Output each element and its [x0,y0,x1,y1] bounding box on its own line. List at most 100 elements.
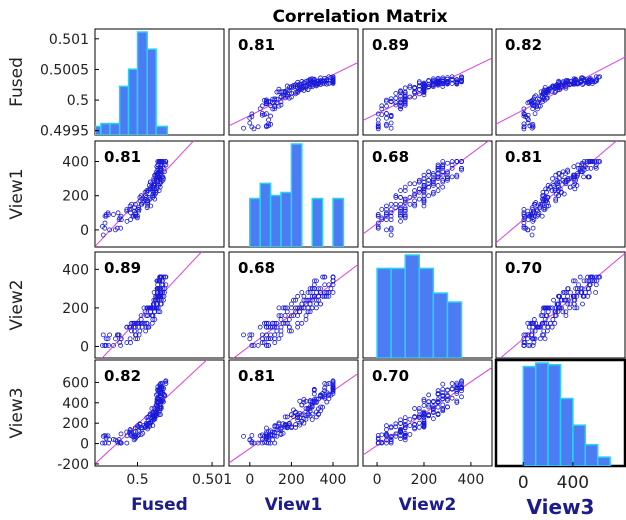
panel-view3-vs-view3 [494,358,626,468]
panel-view1-vs-view1 [228,140,359,248]
data-point-89 [545,200,550,205]
data-point-119 [527,343,533,348]
data-point-95 [135,336,140,342]
data-point-153 [541,328,547,334]
data-point-63 [241,125,246,131]
data-point-116 [402,85,408,91]
data-point-97 [375,121,381,127]
data-point-103 [553,305,559,311]
panel-frame [228,28,359,136]
data-point-124 [592,278,598,284]
y-tick-label-view1: 400 [62,155,89,171]
data-point-155 [255,440,261,446]
data-point-159 [430,179,436,185]
data-point-155 [102,220,108,226]
data-point-144 [545,186,551,192]
data-point-36 [132,201,138,207]
data-point-20 [563,181,569,187]
data-point-145 [151,301,157,307]
data-point-73 [388,213,394,219]
data-point-16 [152,317,158,322]
data-point-81 [454,172,460,178]
data-point-136 [322,274,328,280]
data-point-154 [155,174,161,180]
histogram-bar-fused-1 [100,122,111,135]
data-point-53 [533,93,539,99]
data-point-34 [440,381,446,387]
data-point-139 [330,81,336,86]
data-point-13 [388,96,394,102]
data-point-165 [412,426,418,432]
data-point-147 [330,391,336,396]
data-point-44 [384,103,389,109]
data-point-100 [421,193,427,199]
data-point-140 [251,126,257,132]
data-point-167 [379,103,385,109]
data-point-167 [531,340,537,345]
data-point-149 [311,387,317,393]
correlation-label: 0.81 [238,367,275,385]
data-point-139 [589,278,595,284]
histogram-bar-view3-6 [596,456,611,466]
data-point-109 [295,293,301,299]
y-tick-label-view2: 400 [62,262,89,278]
data-point-158 [449,395,455,401]
data-point-157 [247,115,253,121]
data-point-47 [115,210,121,216]
data-point-22 [393,431,399,437]
data-point-119 [375,435,381,441]
data-point-94 [445,404,450,410]
histogram-bar-view1-0 [249,197,261,247]
data-point-95 [384,206,389,212]
data-point-94 [309,286,315,292]
data-point-128 [525,100,531,106]
data-point-91 [393,95,399,101]
data-point-115 [426,177,432,183]
data-point-76 [398,206,403,212]
data-point-56 [445,169,450,175]
y-axis-label-view1: View1 [7,168,27,219]
data-point-145 [303,413,309,418]
data-point-118 [289,412,294,417]
data-point-131 [552,90,558,95]
data-point-72 [430,183,436,188]
data-point-162 [459,394,464,400]
data-point-48 [402,422,408,427]
correlation-label: 0.89 [372,36,409,54]
data-point-27 [393,100,399,106]
data-point-86 [421,189,427,195]
data-point-161 [324,390,330,395]
data-point-150 [560,309,566,315]
data-point-104 [430,189,436,195]
panel-content [95,360,208,465]
data-point-168 [157,159,163,164]
data-point-86 [293,422,298,427]
data-point-6 [435,397,441,403]
data-point-94 [309,404,315,410]
data-point-28 [398,94,403,99]
data-point-161 [440,164,446,170]
data-point-143 [154,402,160,408]
data-point-152 [421,88,427,93]
data-point-57 [384,213,389,219]
data-point-164 [158,301,164,307]
data-point-157 [384,227,389,233]
data-point-120 [445,392,450,398]
data-point-163 [398,99,403,105]
data-point-168 [330,79,336,85]
data-point-107 [572,278,578,284]
x-tick-label-fused: 0.501 [192,472,232,488]
data-point-140 [521,224,527,229]
data-point-19 [416,196,422,202]
panel-content [363,141,490,238]
x-axis-label-view1: View1 [265,495,323,515]
data-point-36 [278,99,284,105]
data-point-51 [426,172,432,178]
data-point-151 [521,111,527,116]
data-point-105 [375,433,381,438]
histogram-bar-fused-7 [155,125,169,135]
data-point-70 [574,305,580,311]
data-point-156 [145,305,150,311]
data-point-142 [261,439,267,445]
data-point-146 [407,201,413,207]
